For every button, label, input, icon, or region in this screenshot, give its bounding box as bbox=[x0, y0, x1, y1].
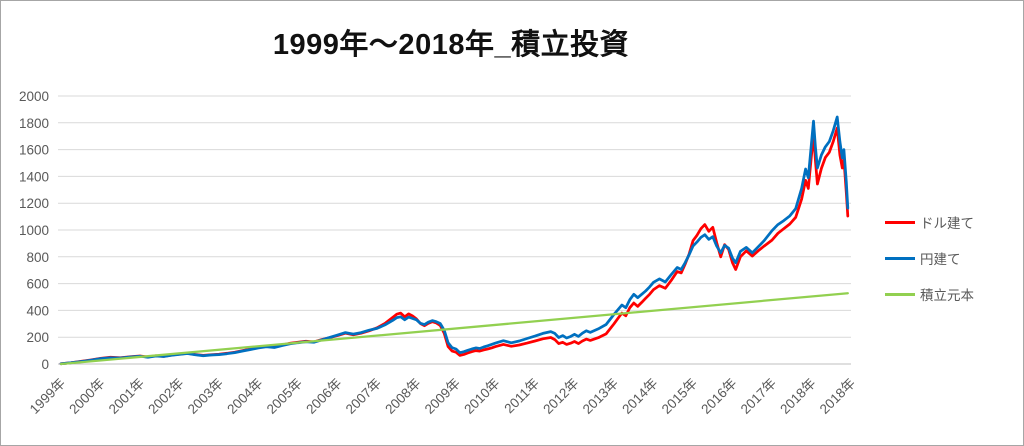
x-tick-label: 2007年 bbox=[343, 376, 384, 417]
x-tick-label: 2017年 bbox=[738, 376, 779, 417]
x-tick-label: 2001年 bbox=[106, 376, 147, 417]
x-tick-label: 2014年 bbox=[619, 376, 660, 417]
y-tick-label: 400 bbox=[26, 303, 49, 318]
x-tick-label: 2000年 bbox=[66, 376, 107, 417]
x-tick-label: 2018年 bbox=[777, 376, 818, 417]
x-tick-label: 2018年 bbox=[817, 376, 858, 417]
y-tick-label: 0 bbox=[41, 357, 49, 372]
legend-item-usd: ドル建て bbox=[885, 212, 974, 232]
y-tick-label: 1400 bbox=[19, 169, 49, 184]
chart-title: 1999年～2018年_積立投資 bbox=[272, 29, 630, 61]
legend-line-swatch-principal bbox=[885, 292, 915, 296]
x-tick-label: 2015年 bbox=[659, 376, 700, 417]
x-tick-label: 2011年 bbox=[501, 376, 542, 417]
x-tick-label: 1999年 bbox=[27, 376, 68, 417]
legend-item-principal: 積立元本 bbox=[885, 284, 974, 304]
y-tick-label: 800 bbox=[26, 250, 49, 265]
legend-label-jpy: 円建て bbox=[920, 252, 961, 267]
x-tick-label: 2008年 bbox=[382, 376, 423, 417]
x-tick-label: 2006年 bbox=[303, 376, 344, 417]
x-tick-label: 2013年 bbox=[580, 376, 621, 417]
x-tick-label: 2004年 bbox=[224, 376, 265, 417]
y-tick-label: 1600 bbox=[19, 143, 49, 158]
y-tick-label: 600 bbox=[26, 277, 49, 292]
legend-label-principal: 積立元本 bbox=[920, 288, 974, 303]
legend-line-swatch-jpy bbox=[885, 256, 915, 260]
legend-label-usd: ドル建て bbox=[920, 216, 974, 231]
y-tick-label: 200 bbox=[26, 330, 49, 345]
series-line-jpy bbox=[59, 115, 850, 366]
y-tick-label: 1200 bbox=[19, 196, 49, 211]
x-tick-label: 2016年 bbox=[698, 376, 739, 417]
legend-item-jpy: 円建て bbox=[885, 248, 974, 268]
x-tick-label: 2003年 bbox=[185, 376, 226, 417]
legend: ドル建て円建て積立元本 bbox=[885, 212, 974, 320]
series-line-principal bbox=[59, 292, 849, 366]
x-tick-label: 2012年 bbox=[540, 376, 581, 417]
x-tick-label: 2010年 bbox=[461, 376, 502, 417]
y-tick-label: 2000 bbox=[19, 89, 49, 104]
y-tick-label: 1000 bbox=[19, 223, 49, 238]
y-tick-label: 1800 bbox=[19, 116, 49, 131]
x-tick-label: 2005年 bbox=[264, 376, 305, 417]
x-tick-label: 2009年 bbox=[422, 376, 463, 417]
legend-line-swatch-usd bbox=[885, 220, 915, 224]
x-tick-label: 2002年 bbox=[145, 376, 186, 417]
